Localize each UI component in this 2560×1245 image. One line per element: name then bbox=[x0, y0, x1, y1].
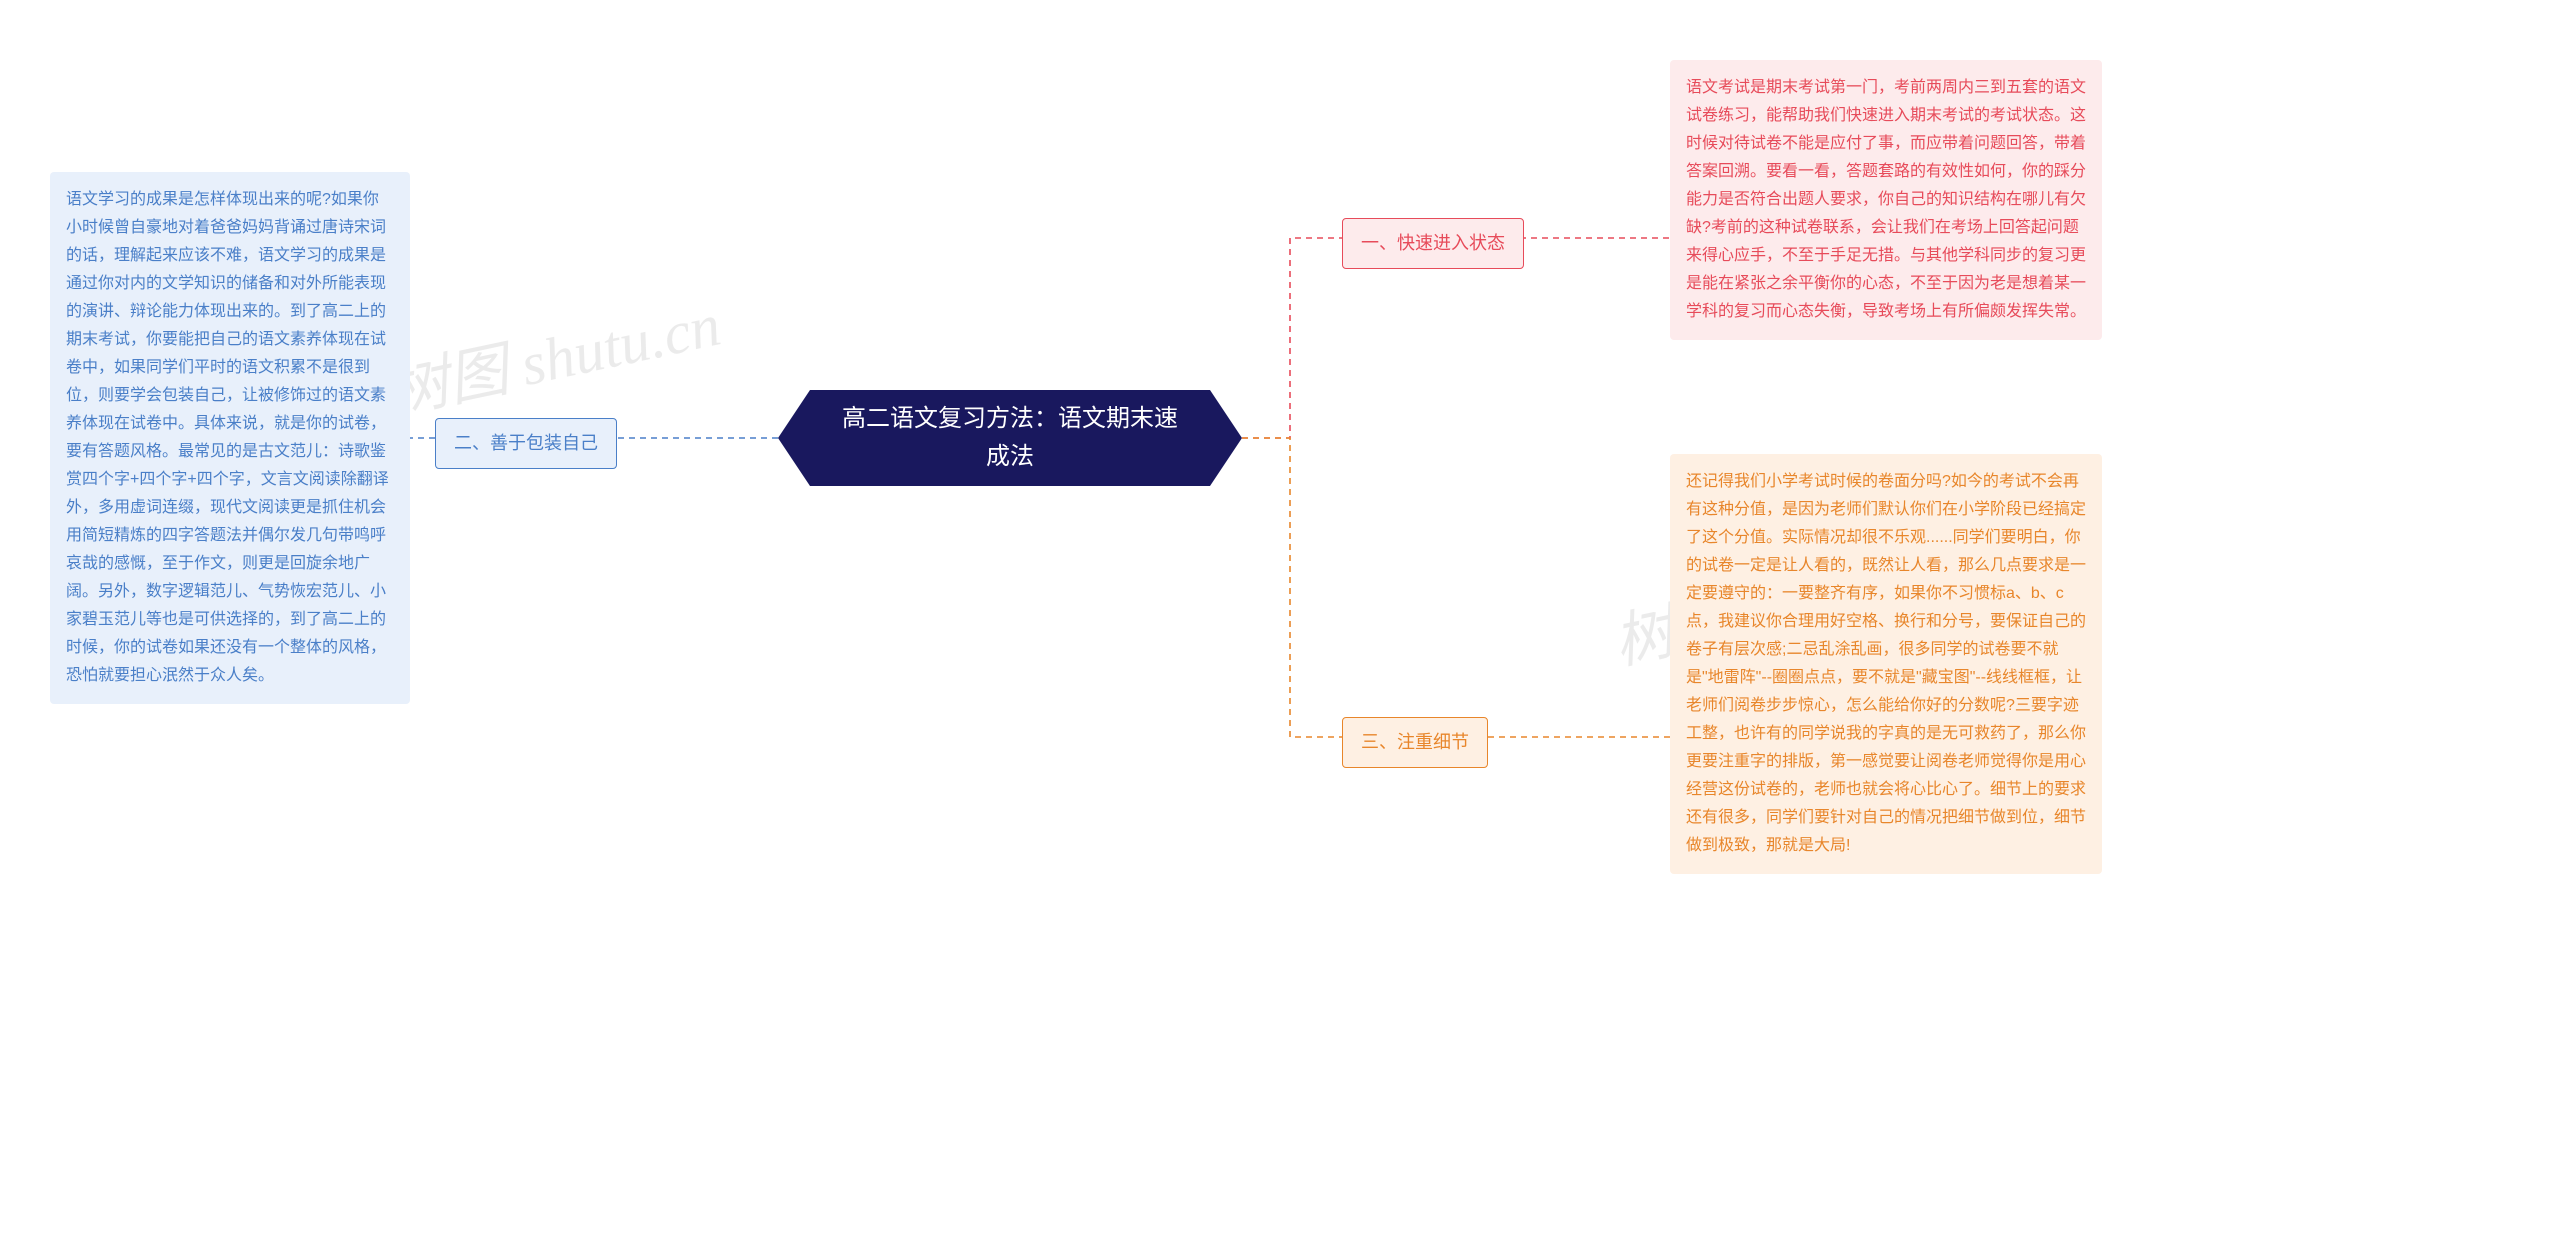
leaf-node-2: 语文学习的成果是怎样体现出来的呢?如果你小时候曾自豪地对着爸爸妈妈背诵过唐诗宋词… bbox=[50, 172, 410, 704]
leaf-node-1: 语文考试是期末考试第一门，考前两周内三到五套的语文试卷练习，能帮助我们快速进入期… bbox=[1670, 60, 2102, 340]
center-node: 高二语文复习方法：语文期末速成法 bbox=[810, 390, 1210, 486]
center-hex-right bbox=[1210, 390, 1242, 486]
leaf-node-3: 还记得我们小学考试时候的卷面分吗?如今的考试不会再有这种分值，是因为老师们默认你… bbox=[1670, 454, 2102, 874]
center-hex-left bbox=[778, 390, 810, 486]
branch-node-1: 一、快速进入状态 bbox=[1342, 218, 1524, 269]
branch-node-2: 二、善于包装自己 bbox=[435, 418, 617, 469]
watermark-1: 树图 shutu.cn bbox=[380, 276, 727, 431]
branch-node-3: 三、注重细节 bbox=[1342, 717, 1488, 768]
